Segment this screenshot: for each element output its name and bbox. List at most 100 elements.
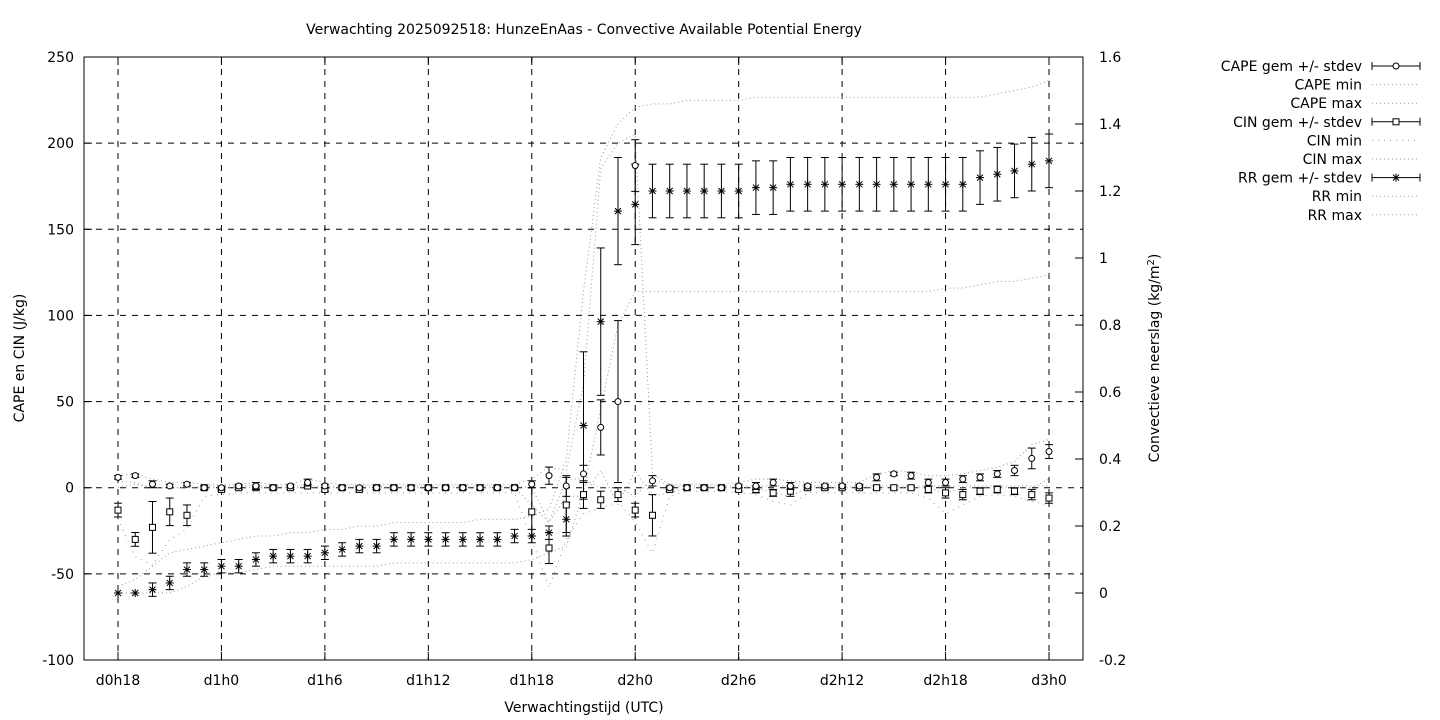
x-tick-label: d2h6 [721, 673, 757, 689]
rr-point [286, 552, 295, 561]
cin-point [959, 491, 967, 499]
rr-point-stroke [235, 562, 243, 570]
cin-point [976, 487, 984, 495]
rr-point-stroke [855, 180, 863, 188]
legend-entry-label: CIN min [1307, 133, 1362, 149]
cape-point [735, 482, 743, 490]
rr-point [200, 565, 209, 574]
y2-tick-label: 0.8 [1099, 318, 1121, 334]
rr-point-stroke [252, 556, 260, 563]
legend-sample-symbol [1392, 118, 1400, 126]
rr-point-stroke [804, 180, 811, 188]
cape-point [769, 479, 777, 487]
rr-point [217, 562, 226, 571]
rr-point [476, 535, 485, 544]
cape-point [838, 482, 846, 490]
cape-point [252, 482, 260, 490]
cin-point [114, 506, 122, 514]
x-tick-label: d3h0 [1031, 673, 1067, 689]
rr-max-line [117, 80, 1050, 587]
rr-point [372, 542, 381, 551]
rr-point-stroke [1045, 157, 1053, 165]
y-tick-label: -100 [42, 653, 74, 669]
rr-point-stroke [649, 187, 656, 195]
cape-point [511, 484, 519, 492]
cin-point [769, 489, 777, 497]
cin-point [597, 496, 605, 504]
y2-axis-ticks: -0.2 0 0.2 0.4 0.6 0.8 1 1.2 1.4 1.6 [1075, 50, 1126, 669]
y2-tick-label: 1.2 [1099, 184, 1121, 200]
legend-entry-label: CAPE max [1290, 96, 1362, 112]
cin-point [614, 491, 622, 499]
cape-point [959, 475, 967, 483]
cape-point [269, 484, 277, 492]
rr-point-stroke [493, 536, 501, 543]
cin-point [890, 484, 898, 492]
cape-point [631, 162, 639, 170]
cape-point [321, 482, 329, 490]
rr-point-stroke [959, 180, 967, 188]
cape-point [114, 473, 122, 481]
x-tick-label: d1h18 [510, 673, 554, 689]
rr-point-stroke [597, 318, 605, 326]
errorbar-series [114, 133, 1053, 597]
rr-point-stroke [752, 184, 760, 192]
rr-point-stroke [459, 536, 467, 543]
x-tick-label: d1h6 [307, 673, 343, 689]
rr-point [389, 535, 398, 544]
y-tick-label: 0 [65, 481, 74, 497]
rr-point-stroke [993, 170, 1001, 178]
cape-point [217, 484, 225, 492]
rr-point [596, 317, 605, 326]
cape-point [338, 484, 346, 492]
cape-point [235, 482, 243, 490]
rr-point [872, 180, 881, 189]
x-tick-label: d2h18 [923, 673, 967, 689]
cape-point [528, 480, 536, 488]
cin-point [942, 489, 950, 497]
legend-entry-label: RR min [1312, 189, 1362, 205]
rr-point-stroke [787, 180, 794, 188]
cape-point [373, 484, 381, 492]
cape-point [459, 484, 467, 492]
y2-axis-label-sup: 2 [1146, 259, 1157, 265]
rr-point-stroke [442, 536, 449, 543]
rr-point-stroke [631, 201, 639, 208]
legend: CAPE gem +/- stdev CAPE min CAPE max CIN ge… [1221, 59, 1421, 224]
y2-tick-label: 0.2 [1099, 519, 1121, 535]
legend-entry-label: RR max [1308, 208, 1362, 224]
cin-point [1011, 487, 1019, 495]
rr-point [924, 180, 933, 189]
cape-point [476, 484, 484, 492]
x-tick-label: d1h0 [204, 673, 240, 689]
cape-point [131, 472, 139, 480]
rr-point [424, 535, 433, 544]
rr-point-stroke [407, 536, 415, 543]
rr-point-stroke [821, 180, 829, 188]
cape-point [752, 482, 760, 490]
cin-point [528, 508, 536, 516]
rr-point [320, 548, 329, 557]
x-tick-label: d2h12 [820, 673, 864, 689]
legend-symbol-stroke [1392, 174, 1400, 181]
cin-point [873, 484, 881, 492]
cin-point [1028, 491, 1036, 499]
legend-entry-label: CAPE gem +/- stdev [1221, 59, 1362, 75]
rr-point-stroke [580, 422, 587, 429]
cape-point [804, 482, 812, 490]
rr-point-stroke [942, 180, 949, 188]
rr-point-stroke [924, 180, 932, 188]
rr-point-stroke [356, 542, 363, 550]
rr-point [303, 552, 312, 561]
rr-point [803, 180, 812, 189]
y2-axis-label-end: ) [1147, 254, 1163, 259]
y-tick-label: 150 [47, 222, 74, 238]
rr-point-stroke [838, 180, 846, 188]
y2-axis-label: Convectieve neerslag (kg/m2) [1146, 254, 1164, 463]
cape-point [424, 484, 432, 492]
rr-point [838, 180, 847, 189]
cape-point [355, 484, 363, 492]
rr-point [510, 532, 519, 541]
rr-point [734, 187, 743, 195]
cape-point [1011, 466, 1019, 474]
